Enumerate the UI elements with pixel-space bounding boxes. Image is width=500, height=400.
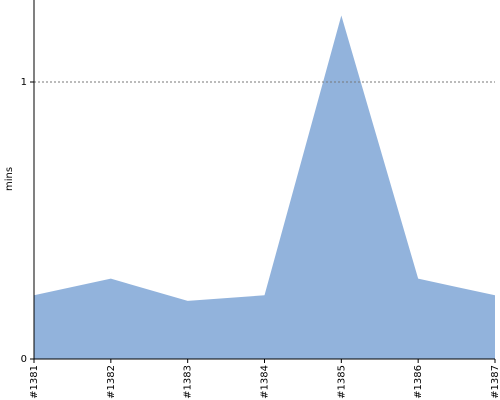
x-tick-layer: #1381 #1382 #1383 #1384 #1385 #1386 #1387: [29, 359, 500, 399]
y-axis-label: mins: [4, 167, 15, 191]
y-tick-label: 0: [21, 354, 27, 365]
area-layer: [34, 15, 495, 360]
x-tick-label: #1382: [106, 365, 117, 399]
x-tick-label: #1386: [413, 365, 424, 399]
x-tick-label: #1383: [183, 365, 194, 399]
y-tick-label: 1: [21, 77, 27, 88]
y-tick-layer: 01: [21, 77, 34, 365]
x-tick-label: #1385: [336, 365, 347, 399]
x-tick-label: #1381: [29, 365, 40, 399]
area-series: [34, 15, 495, 360]
x-tick-label: #1384: [260, 365, 271, 399]
x-tick-label: #1387: [490, 365, 500, 399]
